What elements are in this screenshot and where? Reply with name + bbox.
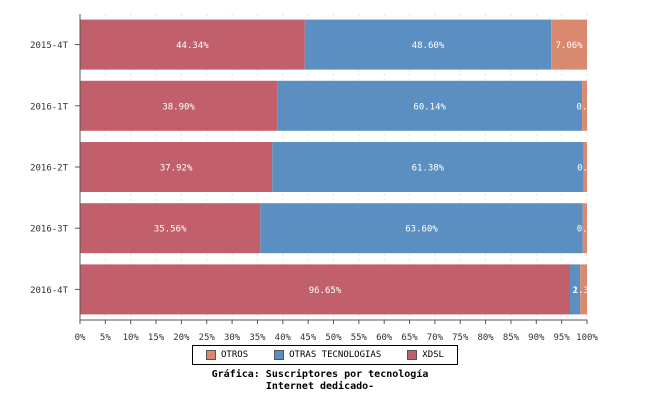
bar-segment-xdsl (80, 264, 571, 315)
x-tick-label: 100% (576, 333, 598, 343)
x-tick-label: 70% (427, 333, 444, 343)
data-label: 60.14% (413, 102, 446, 112)
x-tick-label: 20% (173, 333, 190, 343)
bar-segment-otras-tecnologias (277, 80, 583, 131)
bar-segment-xdsl (80, 203, 261, 254)
data-label: 0.7 (577, 164, 593, 174)
x-tick-label: 80% (477, 333, 494, 343)
data-label: 38.90% (162, 102, 195, 112)
data-label: 63.60% (405, 225, 438, 235)
x-tick-label: 45% (300, 333, 317, 343)
data-label: 37.92% (160, 164, 193, 174)
legend-swatch-xdsl (407, 350, 418, 360)
data-label: 96.65% (309, 286, 342, 296)
y-tick-label: 2016-1T (30, 102, 69, 112)
x-tick-label: 55% (351, 333, 368, 343)
data-label: 1.3% (573, 286, 595, 296)
bar-segment-otros (551, 19, 587, 70)
bar-segment-otros (582, 80, 587, 131)
data-label: 2 (572, 286, 577, 296)
x-tick-label: 30% (224, 333, 241, 343)
legend-swatch-otros (206, 350, 217, 360)
x-tick-label: 5% (100, 333, 111, 343)
y-tick-label: 2015-4T (30, 41, 69, 51)
x-tick-label: 15% (148, 333, 165, 343)
x-tick-label: 25% (199, 333, 216, 343)
chart-caption-line-1: Gráfica: Suscriptores por tecnología (211, 369, 429, 380)
legend-item-otros: OTROS (206, 350, 248, 360)
x-tick-label: 95% (554, 333, 571, 343)
x-tick-label: 0% (75, 333, 86, 343)
legend-label-otros: OTROS (221, 350, 249, 360)
data-label: 48.60% (412, 41, 445, 51)
x-tick-label: 10% (123, 333, 140, 343)
bar-segment-otras-tecnologias (570, 264, 581, 315)
legend-item-otras-tecnologias: OTRAS TECNOLOGIAS (274, 350, 381, 360)
x-tick-label: 35% (249, 333, 266, 343)
legend: OTROS OTRAS TECNOLOGIAS XDSL (192, 345, 458, 365)
legend-label-xdsl: XDSL (422, 350, 444, 360)
legend-swatch-otras-tecnologias (274, 350, 285, 360)
legend-item-xdsl: XDSL (407, 350, 444, 360)
data-label: 0.9 (576, 102, 592, 112)
data-label: 61.38% (412, 164, 445, 174)
bar-segment-otros (583, 142, 587, 192)
x-tick-label: 90% (528, 333, 545, 343)
y-tick-label: 2016-3T (30, 225, 69, 235)
x-tick-label: 75% (452, 333, 469, 343)
y-tick-label: 2016-2T (30, 164, 69, 174)
bar-segment-otros (582, 203, 587, 254)
chart-caption-line-2: Internet dedicado- (265, 381, 375, 392)
x-tick-label: 40% (275, 333, 292, 343)
x-tick-label: 65% (401, 333, 418, 343)
x-tick-label: 85% (503, 333, 520, 343)
bar-segment-otras-tecnologias (304, 19, 552, 70)
x-tick-label: 50% (325, 333, 342, 343)
x-tick-label: 60% (376, 333, 393, 343)
bar-segment-xdsl (80, 19, 305, 70)
y-tick-label: 2016-4T (30, 286, 69, 296)
bar-segment-otras-tecnologias (272, 142, 584, 192)
data-label: 35.56% (154, 225, 187, 235)
data-label: 0.8 (577, 225, 593, 235)
bar-segment-xdsl (80, 80, 278, 131)
bar-segment-otras-tecnologias (260, 203, 583, 254)
bar-segment-xdsl (80, 142, 273, 192)
data-label: 7.06% (556, 41, 584, 51)
legend-label-otras-tecnologias: OTRAS TECNOLOGIAS (289, 350, 382, 360)
bar-segment-otros (580, 264, 587, 315)
data-label: 44.34% (176, 41, 209, 51)
